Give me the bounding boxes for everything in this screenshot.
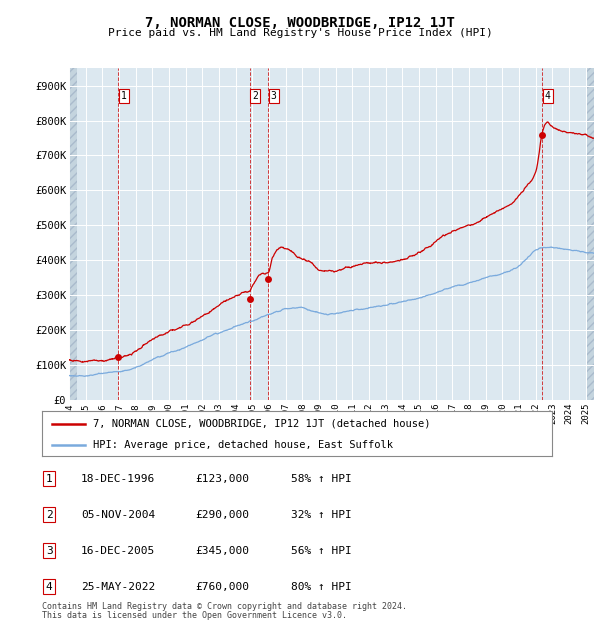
Text: Contains HM Land Registry data © Crown copyright and database right 2024.: Contains HM Land Registry data © Crown c… <box>42 602 407 611</box>
Text: 32% ↑ HPI: 32% ↑ HPI <box>291 510 352 520</box>
Text: 2: 2 <box>46 510 53 520</box>
Text: 58% ↑ HPI: 58% ↑ HPI <box>291 474 352 484</box>
Text: 56% ↑ HPI: 56% ↑ HPI <box>291 546 352 556</box>
Text: 16-DEC-2005: 16-DEC-2005 <box>81 546 155 556</box>
Text: 3: 3 <box>46 546 53 556</box>
Text: 25-MAY-2022: 25-MAY-2022 <box>81 582 155 591</box>
Text: £760,000: £760,000 <box>195 582 249 591</box>
Bar <box>69 68 77 400</box>
Text: 18-DEC-1996: 18-DEC-1996 <box>81 474 155 484</box>
Text: HPI: Average price, detached house, East Suffolk: HPI: Average price, detached house, East… <box>93 440 393 450</box>
Text: This data is licensed under the Open Government Licence v3.0.: This data is licensed under the Open Gov… <box>42 611 347 619</box>
Text: 7, NORMAN CLOSE, WOODBRIDGE, IP12 1JT (detached house): 7, NORMAN CLOSE, WOODBRIDGE, IP12 1JT (d… <box>93 418 431 428</box>
Text: 7, NORMAN CLOSE, WOODBRIDGE, IP12 1JT: 7, NORMAN CLOSE, WOODBRIDGE, IP12 1JT <box>145 16 455 30</box>
Text: 2: 2 <box>252 91 258 101</box>
Text: 4: 4 <box>545 91 551 101</box>
Text: 4: 4 <box>46 582 53 591</box>
Text: 1: 1 <box>46 474 53 484</box>
Text: Price paid vs. HM Land Registry's House Price Index (HPI): Price paid vs. HM Land Registry's House … <box>107 28 493 38</box>
Text: £345,000: £345,000 <box>195 546 249 556</box>
Text: £290,000: £290,000 <box>195 510 249 520</box>
Text: 05-NOV-2004: 05-NOV-2004 <box>81 510 155 520</box>
Bar <box>587 68 595 400</box>
Text: 1: 1 <box>121 91 127 101</box>
Text: £123,000: £123,000 <box>195 474 249 484</box>
Text: 3: 3 <box>271 91 277 101</box>
Text: 80% ↑ HPI: 80% ↑ HPI <box>291 582 352 591</box>
